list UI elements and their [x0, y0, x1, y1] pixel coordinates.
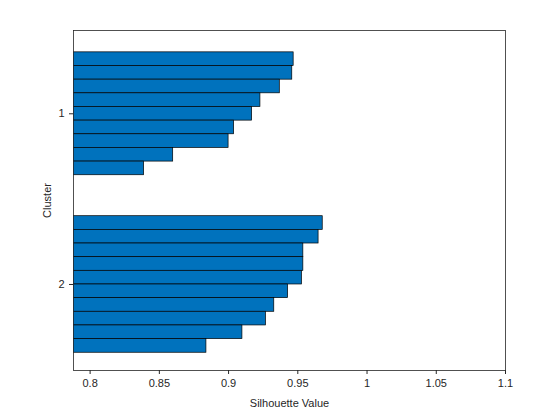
svg-text:0.85: 0.85 [149, 377, 170, 389]
svg-text:Cluster: Cluster [41, 183, 53, 218]
svg-text:1.1: 1.1 [498, 377, 513, 389]
svg-text:1.05: 1.05 [426, 377, 447, 389]
svg-text:1: 1 [58, 107, 64, 119]
svg-text:Silhouette Value: Silhouette Value [250, 397, 329, 409]
svg-text:0.8: 0.8 [82, 377, 97, 389]
svg-text:0.95: 0.95 [287, 377, 308, 389]
svg-text:1: 1 [364, 377, 370, 389]
svg-text:0.9: 0.9 [221, 377, 236, 389]
svg-text:2: 2 [58, 278, 64, 290]
